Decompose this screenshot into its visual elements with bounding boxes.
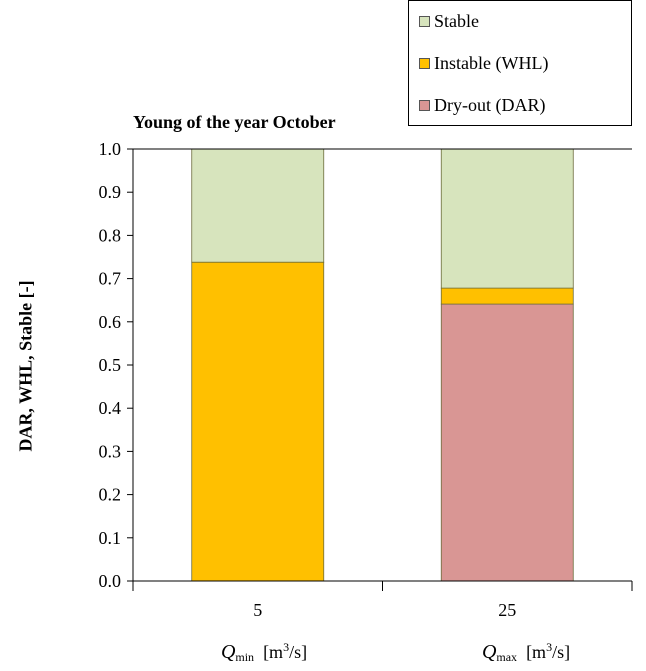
legend-swatch-instable bbox=[419, 57, 430, 69]
y-tick-label: 0.6 bbox=[99, 312, 122, 332]
y-tick-label: 0.9 bbox=[99, 182, 122, 202]
legend-label-dryout: Dry-out (DAR) bbox=[434, 94, 546, 115]
y-tick-label: 0.2 bbox=[99, 485, 122, 505]
y-tick-label: 1.0 bbox=[99, 139, 122, 159]
legend-label-stable: Stable bbox=[434, 10, 479, 31]
x-axis-label-qmax-unit-sup: 3 bbox=[546, 640, 553, 654]
bar-segment-stable-25 bbox=[440, 148, 574, 289]
x-axis-label-qmax-symbol: Q bbox=[481, 641, 497, 663]
chart-title: Young of the year October bbox=[133, 112, 336, 133]
x-axis-label-qmax-sub: max bbox=[496, 650, 518, 664]
x-axis-label-qmin-unit-post: /s] bbox=[289, 642, 308, 662]
y-tick-label: 0.5 bbox=[99, 355, 122, 375]
legend-item-dryout: Dry-out (DAR) bbox=[419, 91, 545, 119]
legend-swatch-stable bbox=[419, 15, 430, 27]
legend-item-instable: Instable (WHL) bbox=[419, 49, 548, 77]
legend-swatch-dryout bbox=[419, 99, 430, 111]
x-axis-label-qmax-unit-pre: [m bbox=[526, 642, 547, 662]
x-axis-label-qmin-symbol: Q bbox=[220, 641, 236, 663]
x-axis-label-qmin-unit-pre: [m bbox=[263, 642, 284, 662]
y-tick-label: 0.7 bbox=[99, 269, 122, 289]
bar-segment-instable-whl-5 bbox=[191, 261, 325, 582]
y-axis-label: DAR, WHL, Stable [-] bbox=[15, 280, 36, 452]
x-axis-label-qmax: Qmax [m3/s] bbox=[482, 640, 570, 665]
bar-segment-dry-out-dar-25 bbox=[440, 303, 574, 582]
legend-item-stable: Stable bbox=[419, 7, 479, 35]
y-tick-label: 0.8 bbox=[99, 225, 122, 245]
bar-segment-stable-5 bbox=[191, 148, 325, 263]
legend: Stable Instable (WHL) Dry-out (DAR) bbox=[408, 0, 632, 126]
x-tick-label: 5 bbox=[253, 600, 262, 620]
bar-segment-instable-whl-25 bbox=[440, 287, 574, 305]
x-axis-label-qmin-unit-sup: 3 bbox=[283, 640, 290, 654]
x-axis-label-qmax-unit-post: /s] bbox=[552, 642, 571, 662]
y-tick-label: 0.4 bbox=[99, 398, 122, 418]
x-axis-label-qmin: Qmin [m3/s] bbox=[221, 640, 307, 665]
legend-label-instable: Instable (WHL) bbox=[434, 52, 549, 73]
y-tick-label: 0.3 bbox=[99, 441, 122, 461]
x-tick-label: 25 bbox=[498, 600, 516, 620]
y-tick-label: 0.0 bbox=[99, 571, 122, 591]
x-axis-label-qmin-sub: min bbox=[235, 650, 255, 664]
y-tick-label: 0.1 bbox=[99, 528, 122, 548]
